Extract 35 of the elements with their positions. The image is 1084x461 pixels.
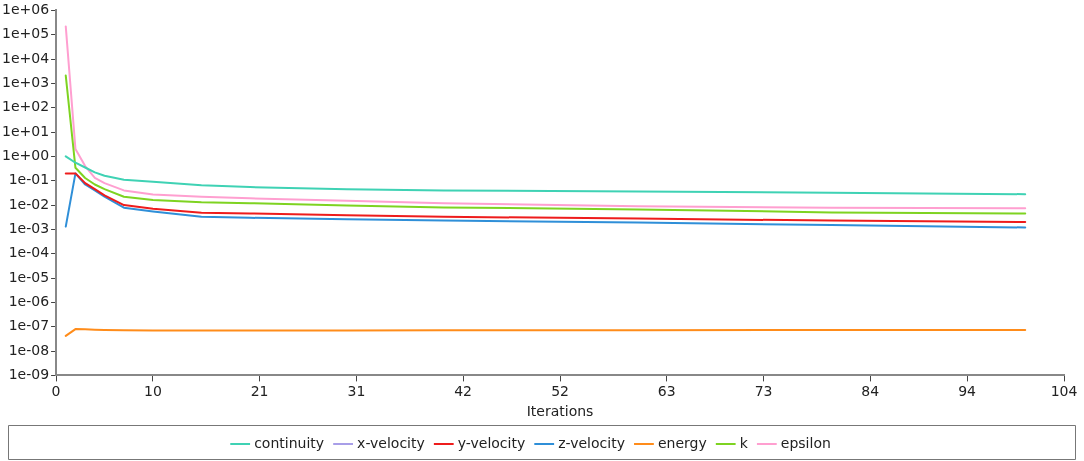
x-tick-label: 0 bbox=[51, 383, 61, 400]
y-tick-label: 1e+04 bbox=[1, 49, 50, 66]
x-tick-label: 21 bbox=[250, 383, 269, 400]
y-tick-label: 1e+00 bbox=[1, 147, 50, 164]
x-tick-label: 10 bbox=[144, 383, 162, 400]
y-tick-label: 1e-01 bbox=[8, 171, 50, 188]
legend-label: epsilon bbox=[780, 434, 831, 451]
legend-label: z-velocity bbox=[558, 434, 625, 451]
y-tick-label: 1e-02 bbox=[8, 195, 50, 212]
x-tick-label: 31 bbox=[347, 383, 366, 400]
y-tick-label: 1e-05 bbox=[8, 268, 50, 285]
legend-label: k bbox=[739, 434, 749, 451]
y-tick-label: 1e+01 bbox=[1, 122, 50, 139]
x-tick-label: 73 bbox=[754, 383, 773, 400]
y-tick-label: 1e+03 bbox=[1, 74, 50, 91]
y-tick-label: 1e+06 bbox=[1, 1, 50, 18]
x-axis-title: Iterations bbox=[526, 403, 594, 420]
y-tick-label: 1e-03 bbox=[8, 220, 50, 237]
x-tick-label: 94 bbox=[958, 383, 977, 400]
x-tick-label: 104 bbox=[1050, 383, 1078, 400]
legend-label: energy bbox=[657, 434, 707, 451]
y-tick-label: 1e-08 bbox=[8, 341, 50, 358]
x-tick-label: 42 bbox=[454, 383, 473, 400]
legend-label: y-velocity bbox=[457, 434, 526, 451]
y-tick-label: 1e-06 bbox=[8, 293, 50, 310]
x-tick-label: 84 bbox=[861, 383, 880, 400]
y-tick-label: 1e-07 bbox=[8, 317, 50, 334]
y-tick-label: 1e+05 bbox=[1, 25, 50, 42]
legend-label: continuity bbox=[254, 434, 325, 451]
x-tick-label: 52 bbox=[551, 383, 569, 400]
y-tick-label: 1e+02 bbox=[1, 98, 50, 115]
legend-label: x-velocity bbox=[357, 434, 425, 451]
x-tick-label: 63 bbox=[657, 383, 676, 400]
y-tick-label: 1e-09 bbox=[8, 366, 50, 383]
y-tick-label: 1e-04 bbox=[8, 244, 50, 261]
